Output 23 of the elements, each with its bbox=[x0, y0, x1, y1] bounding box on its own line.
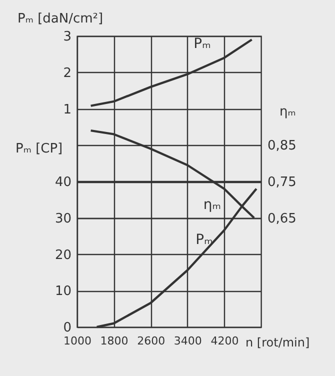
y-tick-label: 10 bbox=[54, 284, 72, 300]
x-tick-label: 4200 bbox=[210, 334, 239, 348]
y3-tick-label: 2 bbox=[63, 66, 72, 81]
series-label: Pₘ bbox=[196, 232, 213, 248]
series-label: ηₘ bbox=[203, 196, 222, 213]
x-tick-label: 3400 bbox=[174, 334, 202, 348]
y3-tick-label: 1 bbox=[63, 102, 72, 118]
y2-axis-title: ηₘ bbox=[280, 104, 296, 120]
x-tick-label: 1800 bbox=[100, 334, 128, 348]
x-axis-title: n [rot/min] bbox=[246, 336, 310, 350]
series-label: Pₘ bbox=[194, 36, 211, 52]
y2-tick-label: 0,75 bbox=[268, 175, 296, 190]
y3-tick-label: 3 bbox=[63, 30, 72, 44]
y3-axis-title: Pₘ [daN/cm²] bbox=[18, 12, 104, 26]
y-axis-title: Pₘ [CP] bbox=[16, 142, 63, 156]
y2-tick-label: 0,65 bbox=[268, 211, 296, 226]
x-tick-label: 1000 bbox=[64, 334, 92, 348]
y-tick-label: 0 bbox=[63, 320, 72, 336]
y2-tick-label: 0,85 bbox=[268, 138, 296, 154]
y-tick-label: 30 bbox=[54, 211, 72, 226]
y-tick-label: 20 bbox=[54, 248, 72, 263]
y-tick-label: 40 bbox=[54, 175, 72, 190]
x-tick-label: 2600 bbox=[137, 334, 166, 348]
